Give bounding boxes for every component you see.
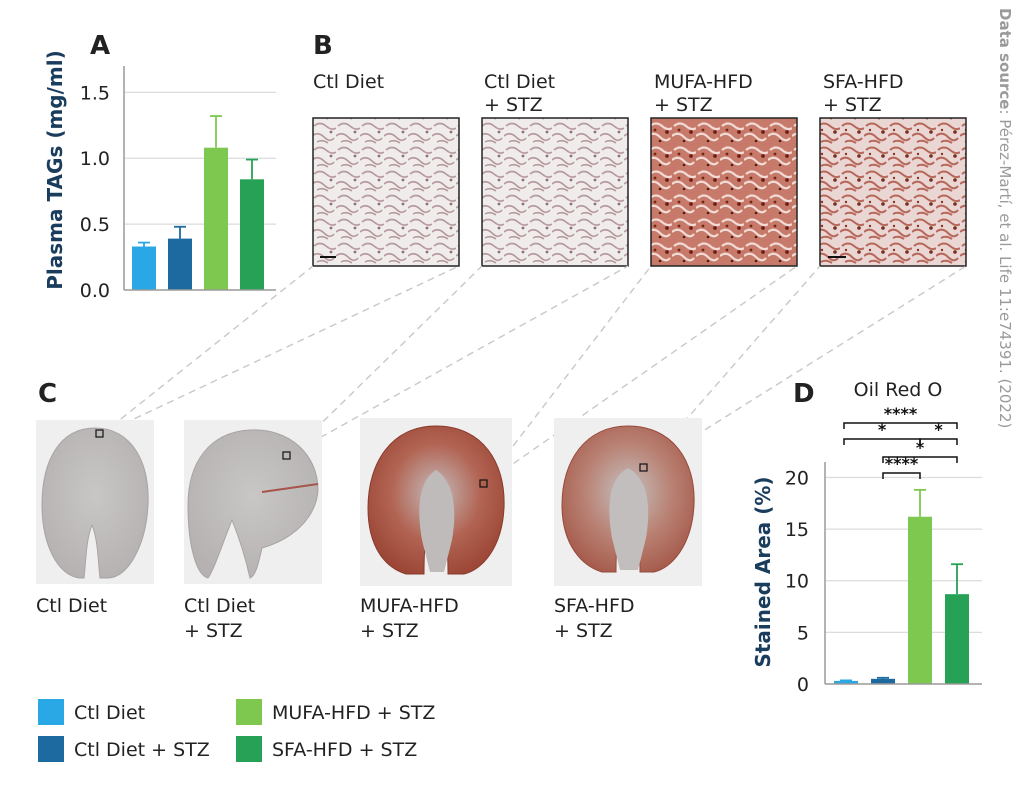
legend-label: SFA-HFD + STZ <box>272 739 417 761</box>
kidney-ctl-diet-stz: Ctl Diet + STZ <box>184 420 322 642</box>
y-tick-label: 0 <box>797 674 809 696</box>
panel-b-letter: B <box>313 31 333 61</box>
y-tick-label: 0.5 <box>80 214 110 236</box>
kidney-medulla <box>419 470 455 572</box>
histology-image <box>650 117 798 267</box>
bar <box>240 179 264 290</box>
kidney-roi-box <box>639 463 648 472</box>
bar <box>204 147 228 290</box>
kidney-ctl-diet: Ctl Diet <box>36 420 154 617</box>
kidney-caption-line2: + STZ <box>184 620 243 642</box>
histology-caption-line2: + STZ <box>823 94 882 116</box>
legend-swatch <box>38 736 64 762</box>
chart-d-bars <box>834 488 969 684</box>
significance-bracket <box>843 422 958 429</box>
significance-bracket <box>882 456 958 463</box>
histology-caption-line2: + STZ <box>484 94 543 116</box>
chart-a-ticks: 0.0 0.5 1.0 1.5 <box>80 82 110 302</box>
bar <box>834 680 858 684</box>
kidney-roi-box <box>479 479 488 488</box>
significance-bracket <box>843 438 921 445</box>
legend-item-ctl-diet-stz: Ctl Diet + STZ <box>38 736 210 762</box>
kidney-caption-line2: + STZ <box>360 620 419 642</box>
kidney-mufa-hfd-stz: MUFA-HFD + STZ <box>360 418 512 642</box>
bar <box>132 246 156 290</box>
significance-bracket <box>882 472 921 479</box>
bar <box>168 238 192 290</box>
y-tick-label: 0.0 <box>80 280 110 302</box>
legend-item-mufa-hfd-stz: MUFA-HFD + STZ <box>236 699 435 725</box>
kidney-roi-box <box>95 429 104 438</box>
histology-caption-line1: Ctl Diet <box>313 71 384 93</box>
legend-item-ctl-diet: Ctl Diet <box>38 699 145 725</box>
kidney-roi-box <box>282 451 291 460</box>
histology-mufa-hfd-stz: MUFA-HFD + STZ <box>650 71 798 267</box>
histology-sfa-hfd-stz: SFA-HFD + STZ <box>819 71 967 267</box>
chart-d-ticks: 0 5 10 15 20 <box>785 467 809 696</box>
legend: Ctl Diet Ctl Diet + STZ MUFA-HFD + STZ S… <box>38 699 435 762</box>
histology-ctl-diet-stz: Ctl Diet + STZ <box>481 71 629 267</box>
panel-d-letter: D <box>793 379 815 409</box>
histology-image <box>819 117 967 267</box>
histology-caption-line1: MUFA-HFD <box>654 71 753 93</box>
y-tick-label: 20 <box>785 467 809 489</box>
histology-caption-line2: + STZ <box>654 94 713 116</box>
significance-bracket <box>919 438 958 445</box>
legend-label: MUFA-HFD + STZ <box>272 702 435 724</box>
chart-d-ylabel: Stained Area (%) <box>751 476 775 667</box>
kidney-caption-line1: SFA-HFD <box>554 595 635 617</box>
legend-swatch <box>236 699 262 725</box>
chart-a-ylabel: Plasma TAGs (mg/ml) <box>43 50 67 290</box>
legend-swatch <box>38 699 64 725</box>
kidney-medulla <box>609 468 649 570</box>
kidney-caption-line1: Ctl Diet <box>184 595 255 617</box>
connector-lines <box>101 265 967 485</box>
kidney-sfa-hfd-stz: SFA-HFD + STZ <box>554 418 702 642</box>
y-tick-label: 10 <box>785 571 809 593</box>
chart-d-significance: ***** ****** <box>843 404 958 479</box>
bar <box>945 594 969 684</box>
significance-label: **** <box>884 404 918 423</box>
histology-caption-line1: SFA-HFD <box>823 71 904 93</box>
chart-d-title: Oil Red O <box>854 379 943 401</box>
significance-label: * <box>916 438 925 457</box>
kidney-caption-line2: + STZ <box>554 620 613 642</box>
legend-label: Ctl Diet <box>74 702 145 724</box>
panel-a-letter: A <box>90 31 110 61</box>
significance-label: **** <box>885 454 919 473</box>
histology-image <box>481 117 629 267</box>
kidney-section <box>187 429 319 579</box>
y-tick-label: 1.0 <box>80 148 110 170</box>
y-tick-label: 5 <box>797 622 809 644</box>
chart-a-bars <box>132 115 264 290</box>
y-tick-label: 15 <box>785 519 809 541</box>
histology-image <box>312 117 460 267</box>
kidney-caption-line1: Ctl Diet <box>36 595 107 617</box>
y-tick-label: 1.5 <box>80 82 110 104</box>
data-source-text: Data source: Pérez-Martí, et al. Life 11… <box>996 8 1014 428</box>
kidney-stain-streak <box>261 483 319 493</box>
kidney-section <box>41 427 149 579</box>
bar <box>908 516 932 684</box>
kidney-caption-line1: MUFA-HFD <box>360 595 459 617</box>
legend-label: Ctl Diet + STZ <box>74 739 210 761</box>
significance-label: * <box>878 420 887 439</box>
significance-label: * <box>934 420 943 439</box>
bar <box>871 678 895 684</box>
chart-a: Plasma TAGs (mg/ml) 0.0 0.5 1.0 1.5 <box>43 50 276 302</box>
legend-item-sfa-hfd-stz: SFA-HFD + STZ <box>236 736 417 762</box>
legend-swatch <box>236 736 262 762</box>
histology-caption-line1: Ctl Diet <box>484 71 555 93</box>
histology-ctl-diet: Ctl Diet <box>312 71 460 267</box>
panel-c-letter: C <box>38 379 57 409</box>
